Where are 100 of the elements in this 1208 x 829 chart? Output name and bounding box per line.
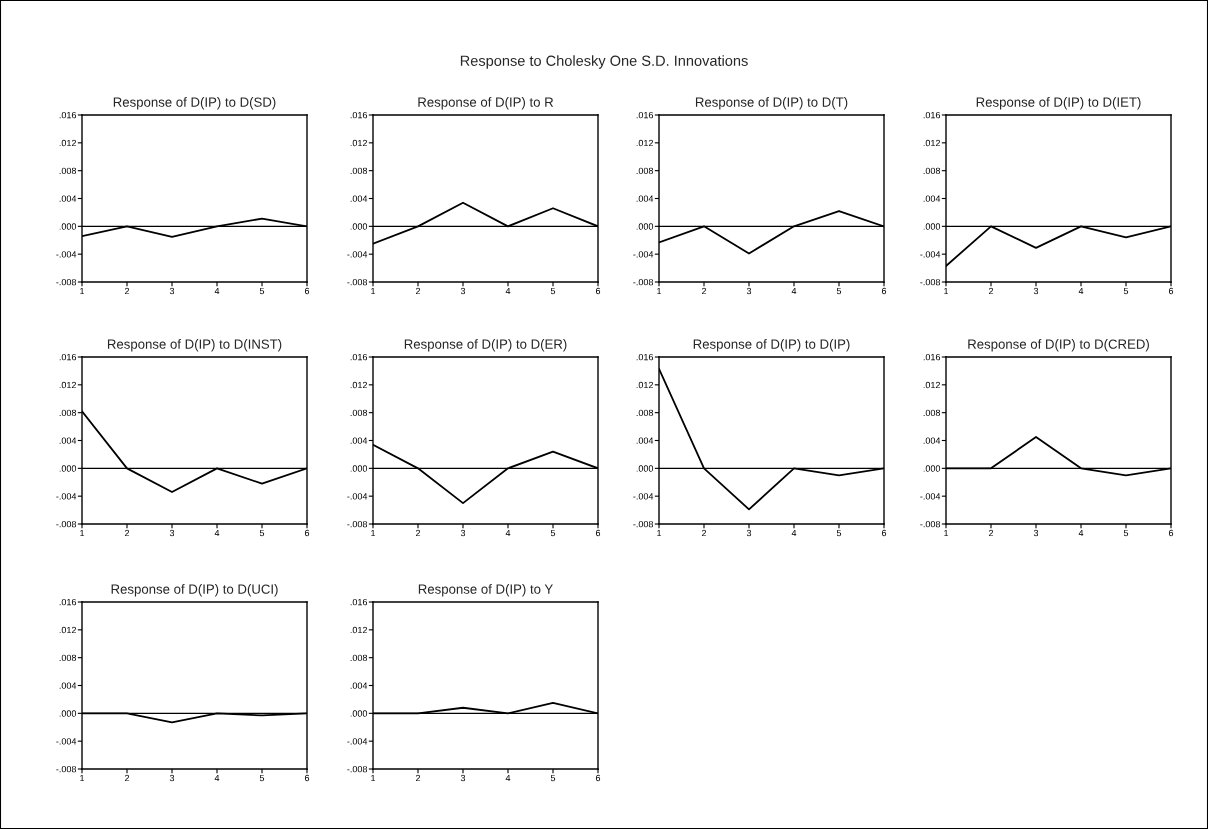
x-tick-label: 1 — [371, 529, 376, 537]
y-tick-label: -.004 — [920, 251, 941, 258]
x-tick-label: 3 — [169, 774, 175, 782]
y-tick-label: .004 — [350, 682, 368, 689]
x-tick-label: 2 — [124, 774, 130, 782]
x-tick-label: 4 — [791, 529, 797, 537]
x-tick-label: 5 — [259, 529, 265, 537]
y-tick-label: .012 — [923, 139, 940, 147]
x-tick-label: 6 — [304, 287, 310, 295]
y-tick-label: .012 — [350, 381, 367, 389]
y-tick-label: -.008 — [347, 278, 368, 286]
x-tick-label: 5 — [259, 287, 265, 295]
x-tick-label: 4 — [505, 287, 511, 295]
y-tick-label: .012 — [59, 381, 76, 389]
y-tick-label: -.008 — [920, 278, 941, 286]
chart-title: Response of D(IP) to D(ER) — [404, 339, 567, 352]
chart-title: Response of D(IP) to D(CRED) — [968, 339, 1149, 352]
y-tick-label: -.004 — [56, 493, 77, 500]
x-tick-label: 3 — [1033, 287, 1039, 295]
y-tick-label: .012 — [350, 139, 367, 147]
y-tick-label: .016 — [350, 598, 368, 606]
chart-title: Response of D(IP) to D(T) — [695, 97, 848, 110]
x-tick-label: 3 — [460, 287, 466, 295]
y-tick-label: .004 — [923, 195, 941, 202]
x-tick-label: 5 — [550, 287, 556, 295]
y-tick-label: .004 — [59, 437, 77, 444]
x-tick-label: 5 — [259, 774, 265, 782]
y-tick-label: -.004 — [347, 251, 368, 258]
x-tick-label: 5 — [550, 529, 556, 537]
x-tick-label: 3 — [746, 529, 752, 537]
y-tick-label: .008 — [350, 167, 368, 175]
chart-title: Response of D(IP) to D(INST) — [107, 339, 282, 352]
chart-title: Response of D(IP) to D(IP) — [693, 339, 850, 352]
y-tick-label: .004 — [350, 437, 368, 444]
chart-title: Response of D(IP) to R — [418, 97, 554, 110]
y-tick-label: .000 — [636, 465, 654, 472]
x-tick-label: 2 — [124, 529, 130, 537]
x-tick-label: 3 — [460, 774, 466, 782]
y-tick-label: -.008 — [347, 765, 368, 773]
x-tick-label: 4 — [505, 774, 511, 782]
x-tick-label: 2 — [701, 529, 707, 537]
y-tick-label: .008 — [59, 654, 77, 662]
chart-title: Response of D(IP) to D(UCI) — [111, 584, 278, 597]
x-tick-label: 5 — [836, 287, 842, 295]
x-tick-label: 1 — [657, 287, 662, 295]
y-tick-label: .016 — [636, 111, 654, 119]
y-tick-label: .000 — [636, 223, 654, 230]
y-tick-label: -.008 — [56, 765, 77, 773]
y-tick-label: .000 — [923, 465, 941, 472]
y-tick-label: .008 — [923, 409, 941, 417]
y-tick-label: .016 — [350, 353, 368, 361]
y-tick-label: .000 — [59, 465, 77, 472]
x-tick-label: 5 — [1123, 287, 1129, 295]
y-tick-label: -.004 — [347, 738, 368, 745]
y-tick-label: .008 — [636, 409, 654, 417]
x-tick-label: 2 — [988, 287, 994, 295]
x-tick-label: 1 — [80, 287, 85, 295]
x-tick-label: 6 — [595, 529, 601, 537]
x-tick-label: 2 — [701, 287, 707, 295]
y-tick-label: .008 — [636, 167, 654, 175]
x-tick-label: 4 — [214, 529, 220, 537]
y-tick-label: .012 — [59, 139, 76, 147]
x-tick-label: 1 — [80, 529, 85, 537]
y-tick-label: -.008 — [633, 278, 654, 286]
y-tick-label: .000 — [350, 710, 368, 717]
x-tick-label: 2 — [415, 774, 421, 782]
x-tick-label: 1 — [657, 529, 662, 537]
y-tick-label: .012 — [636, 139, 653, 147]
y-tick-label: .004 — [923, 437, 941, 444]
x-tick-label: 5 — [550, 774, 556, 782]
y-tick-label: .016 — [923, 353, 941, 361]
text: Response to Cholesky One S.D. Innovations — [460, 55, 748, 69]
y-tick-label: .000 — [59, 710, 77, 717]
y-tick-label: .008 — [59, 167, 77, 175]
x-tick-label: 2 — [988, 529, 994, 537]
y-tick-label: .012 — [636, 381, 653, 389]
y-tick-label: .000 — [59, 223, 77, 230]
x-tick-label: 6 — [304, 529, 310, 537]
y-tick-label: -.004 — [633, 251, 654, 258]
y-tick-label: .004 — [636, 195, 654, 202]
y-tick-label: .016 — [923, 111, 941, 119]
x-tick-label: 1 — [80, 774, 85, 782]
x-tick-label: 2 — [124, 287, 130, 295]
y-tick-label: -.008 — [347, 520, 368, 528]
y-tick-label: -.004 — [347, 493, 368, 500]
x-tick-label: 4 — [1078, 287, 1084, 295]
y-tick-label: .004 — [350, 195, 368, 202]
x-tick-label: 4 — [505, 529, 511, 537]
x-tick-label: 5 — [1123, 529, 1129, 537]
y-tick-label: .004 — [59, 682, 77, 689]
chart-title: Response of D(IP) to D(SD) — [113, 97, 276, 110]
y-tick-label: .000 — [923, 223, 941, 230]
x-tick-label: 1 — [944, 287, 949, 295]
x-tick-label: 1 — [371, 774, 376, 782]
y-tick-label: .012 — [59, 626, 76, 634]
chart-title: Response of D(IP) to Y — [418, 584, 553, 597]
y-tick-label: .000 — [350, 223, 368, 230]
y-tick-label: -.004 — [633, 493, 654, 500]
y-tick-label: .016 — [636, 353, 654, 361]
y-tick-label: -.008 — [920, 520, 941, 528]
